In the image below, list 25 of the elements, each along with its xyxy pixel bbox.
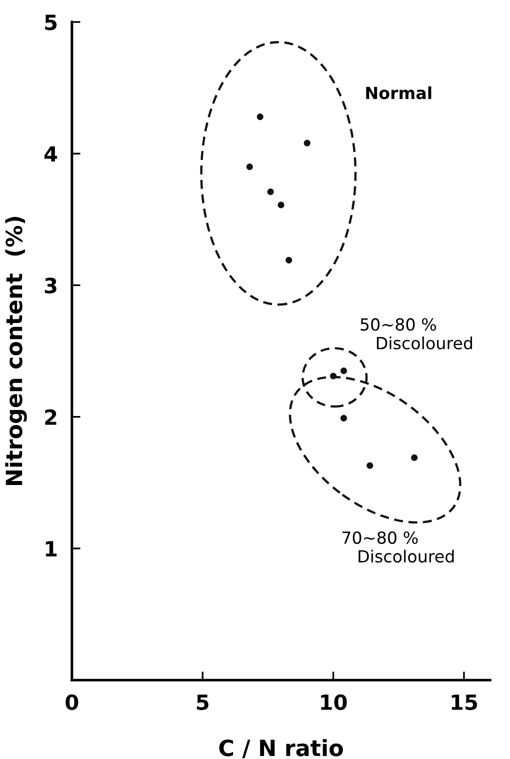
point <box>246 163 253 170</box>
x-axis-title: C / N ratio <box>219 739 343 758</box>
point <box>278 202 284 208</box>
x-tick-label: 10 <box>321 694 347 710</box>
y-tick-label: 5 <box>45 14 57 30</box>
x-tick-label: 5 <box>196 694 208 710</box>
annotation: Normal <box>366 86 432 100</box>
y-tick-label: 2 <box>45 409 56 425</box>
point <box>366 462 374 469</box>
point <box>340 414 348 422</box>
x-tick-label: 15 <box>452 694 478 710</box>
y-tick-label: 1 <box>46 541 57 556</box>
point <box>286 256 292 264</box>
point <box>267 188 274 196</box>
point <box>330 372 337 380</box>
y-axis-title: Nitrogen content (%) <box>5 216 27 486</box>
x-tick-label: 0 <box>66 694 78 710</box>
point <box>304 140 310 146</box>
y-tick-label: 3 <box>44 278 56 294</box>
point <box>256 113 264 120</box>
annotation: 50~80 % Discoloured <box>360 318 472 350</box>
point <box>411 454 418 461</box>
point <box>340 367 348 374</box>
annotation: 70~80 % Discoloured <box>342 531 454 563</box>
y-tick-label: 4 <box>44 146 58 162</box>
